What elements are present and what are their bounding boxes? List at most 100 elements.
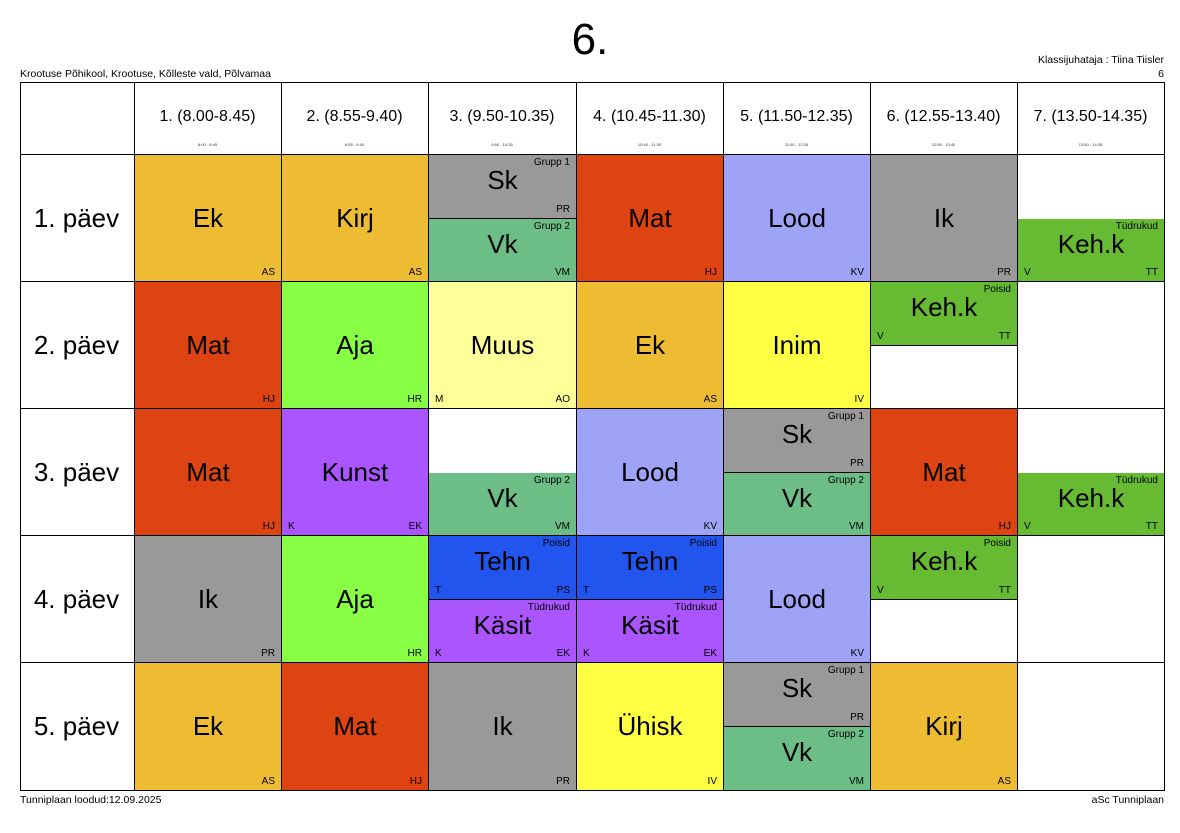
lesson-subject: Mat: [628, 203, 672, 233]
lesson-teacher: EK: [556, 648, 570, 659]
lesson-subject: Ek: [192, 711, 224, 741]
lesson-subject: Sk: [781, 419, 813, 449]
grid-row-line: [20, 154, 1165, 155]
lesson-room: K: [583, 648, 590, 659]
lesson-teacher: KV: [703, 521, 717, 532]
period-label: 6. (12.55-13.40): [886, 108, 1001, 125]
grid-row-line: [20, 662, 1165, 663]
lesson-cell: Aja HR: [282, 282, 429, 409]
lesson-cell: Lood KV: [577, 409, 724, 536]
lesson-cell: Ek AS: [577, 282, 724, 409]
lesson-room: K: [288, 521, 295, 532]
lesson-subject: Vk: [487, 483, 518, 513]
lesson-teacher: VM: [849, 521, 864, 532]
lesson-teacher: KV: [850, 267, 864, 278]
lesson-cell: Kirj AS: [282, 155, 429, 282]
lesson-room: K: [435, 648, 442, 659]
grid-row-line: [20, 281, 1165, 282]
period-header: 6. (12.55-13.40) 12:55 - 13:40: [870, 82, 1017, 153]
grid-row-line: [20, 535, 1165, 536]
lesson-subject: Mat: [922, 457, 966, 487]
lesson-subject: Käsit: [621, 610, 679, 640]
lesson-subject: Tehn: [474, 546, 531, 576]
lesson-cell: Vk VM Grupp 2: [429, 473, 577, 536]
lesson-cell: Ek AS: [135, 663, 282, 791]
lesson-subject: Vk: [781, 737, 813, 767]
app-name: aSc Tunniplaan: [1091, 794, 1164, 806]
lesson-group: Grupp 2: [827, 475, 864, 486]
lesson-room: V: [877, 331, 884, 342]
lesson-teacher: VM: [555, 267, 570, 278]
class-number: 6: [1158, 68, 1164, 80]
lesson-group: Grupp 1: [533, 157, 570, 168]
grid-row-line: [20, 408, 1165, 409]
period-time: 11:50 - 12:35: [784, 142, 809, 147]
lesson-teacher: HR: [407, 394, 422, 405]
period-time: 12:55 - 13:40: [931, 142, 956, 147]
period-time: 13:50 - 14:35: [1078, 142, 1103, 147]
lesson-teacher: PS: [703, 585, 717, 596]
created-date: Tunniplaan loodud:12.09.2025: [20, 794, 162, 806]
lesson-subject: Sk: [487, 165, 518, 195]
lesson-teacher: VM: [849, 776, 864, 787]
lesson-teacher: HJ: [704, 267, 717, 278]
lesson-subject: Ek: [634, 330, 666, 360]
lesson-teacher: PS: [556, 585, 570, 596]
lesson-group: Poisid: [542, 538, 570, 549]
lesson-subject: Ik: [933, 203, 955, 233]
lesson-cell: Keh.k TT V Poisid: [871, 282, 1018, 346]
lesson-teacher: EK: [703, 648, 717, 659]
lesson-cell: Mat HJ: [577, 155, 724, 282]
period-header: 2. (8.55-9.40) 8:55 - 9:40: [281, 82, 428, 153]
lesson-subject: Ik: [197, 584, 219, 614]
grid-column-line: [1017, 82, 1018, 791]
lesson-cell: Keh.k TT V Tüdrukud: [1018, 219, 1165, 282]
lesson-cell: Lood KV: [724, 536, 871, 663]
lesson-cell: Muus AO M: [429, 282, 577, 409]
lesson-teacher: AS: [261, 776, 275, 787]
lesson-cell: Tehn PS T Poisid: [429, 536, 577, 600]
lesson-subject: Kirj: [336, 203, 374, 233]
lesson-group: Poisid: [983, 538, 1011, 549]
lesson-subject: Sk: [781, 673, 813, 703]
lesson-teacher: AO: [555, 394, 570, 405]
period-label: 5. (11.50-12.35): [740, 108, 853, 125]
lesson-teacher: HJ: [409, 776, 422, 787]
period-header: 1. (8.00-8.45) 8:00 - 8:45: [134, 82, 281, 153]
lesson-cell: Sk PR Grupp 1: [724, 663, 871, 727]
class-teacher: Klassijuhataja : Tiina Tiisler: [1037, 54, 1164, 66]
lesson-subject: Inim: [772, 330, 822, 360]
lesson-cell: Ik PR: [871, 155, 1018, 282]
grid-column-line: [281, 82, 282, 791]
period-time: 9:50 - 10:35: [491, 142, 513, 147]
period-header: 5. (11.50-12.35) 11:50 - 12:35: [723, 82, 870, 153]
lesson-subject: Muus: [470, 330, 535, 360]
lesson-group: Tüdrukud: [674, 602, 717, 613]
lesson-group: Grupp 2: [533, 475, 570, 486]
lesson-teacher: PR: [556, 776, 570, 787]
grid-column-line: [870, 82, 871, 791]
lesson-subject: Vk: [487, 229, 518, 259]
lesson-cell: Mat HJ: [135, 282, 282, 409]
lesson-group: Tüdrukud: [527, 602, 570, 613]
lesson-cell: Ühisk IV: [577, 663, 724, 791]
lesson-subject: Vk: [781, 483, 813, 513]
lesson-cell: Sk PR Grupp 1: [724, 409, 871, 473]
page-title: 6.: [571, 15, 609, 64]
lesson-teacher: AS: [408, 267, 422, 278]
lesson-cell: Mat HJ: [135, 409, 282, 536]
lesson-cell: Vk VM Grupp 2: [724, 727, 871, 791]
lesson-group: Tüdrukud: [1115, 475, 1158, 486]
period-label: 4. (10.45-11.30): [593, 108, 706, 125]
lesson-subject: Mat: [186, 457, 230, 487]
lesson-cell: Sk PR Grupp 1: [429, 155, 577, 219]
lesson-subject: Aja: [336, 584, 374, 614]
lesson-subject: Mat: [333, 711, 377, 741]
lesson-group: Grupp 1: [827, 665, 864, 676]
lesson-teacher: EK: [408, 521, 422, 532]
lesson-group: Grupp 2: [533, 221, 570, 232]
period-label: 2. (8.55-9.40): [306, 108, 403, 125]
lesson-teacher: AS: [703, 394, 717, 405]
school-name: Krootuse Põhikool, Krootuse, Kõlleste va…: [20, 68, 271, 80]
day-label: 3. päev: [33, 457, 120, 487]
